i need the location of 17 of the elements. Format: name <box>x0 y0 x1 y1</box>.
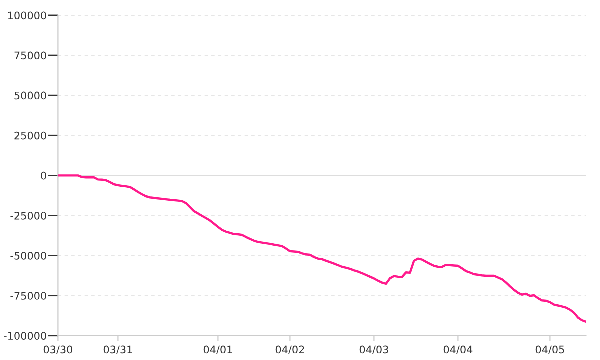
y-tick-label: -100000 <box>4 332 46 340</box>
x-tick-label: 04/02 <box>276 346 304 354</box>
x-tick-label: 04/03 <box>360 346 388 354</box>
y-tick-label: 25000 <box>14 132 46 140</box>
y-tick-label: 50000 <box>14 92 46 100</box>
x-tick-label: 04/04 <box>444 346 473 354</box>
x-tick-label: 04/05 <box>536 346 564 354</box>
y-tick-label: -75000 <box>10 292 46 300</box>
line-series <box>58 174 586 324</box>
y-tick-label: -50000 <box>10 252 46 260</box>
x-tick-label: 04/01 <box>204 346 232 354</box>
y-tick-label: 100000 <box>8 12 46 20</box>
y-tick-label: -25000 <box>10 212 46 220</box>
y-tick-label: 0 <box>41 172 46 180</box>
x-tick-label: 03/30 <box>44 346 73 354</box>
x-tick-label: 03/31 <box>104 346 132 354</box>
y-tick-label: 75000 <box>14 52 46 60</box>
